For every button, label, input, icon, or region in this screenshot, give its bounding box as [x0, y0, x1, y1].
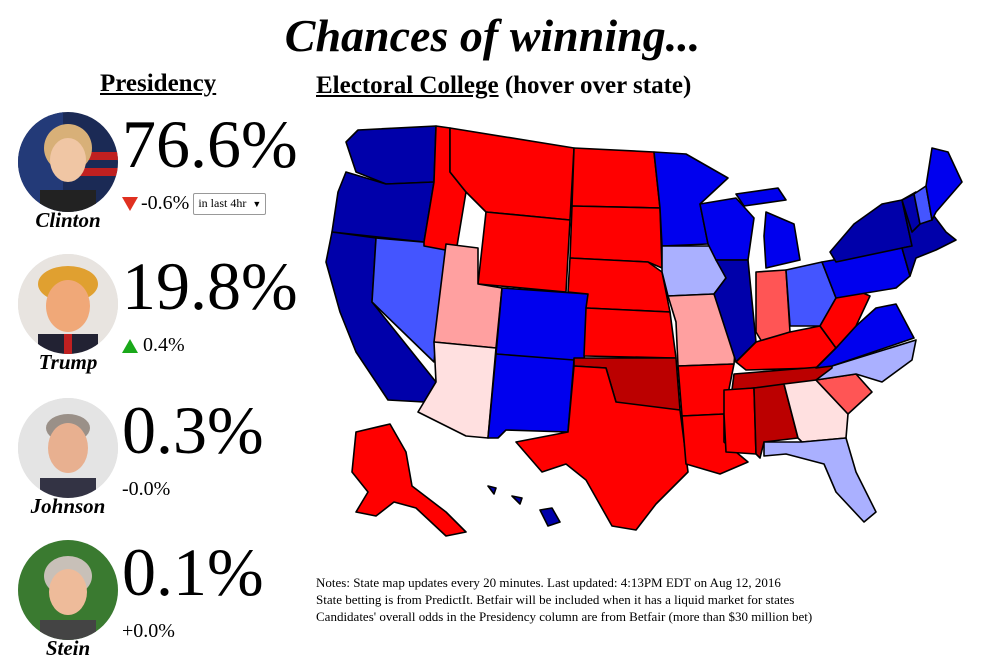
candidate-name: Clinton: [35, 208, 101, 232]
state-mi[interactable]: [735, 187, 801, 269]
state-tx[interactable]: [515, 365, 689, 531]
state-ks[interactable]: [583, 307, 677, 359]
win-percentage: 76.6%: [122, 106, 298, 182]
change-row: -0.0%: [122, 478, 170, 501]
change-value: -0.0%: [122, 478, 171, 500]
candidate-johnson: Johnson 0.3% -0.0%: [18, 392, 318, 528]
period-select[interactable]: in last 4hr ▼: [193, 192, 267, 215]
stein-portrait-icon: [18, 540, 118, 640]
change-value: -0.6%: [141, 192, 190, 214]
state-me[interactable]: [925, 147, 963, 221]
state-nm[interactable]: [487, 353, 575, 439]
change-row: -0.6% in last 4hr ▼: [122, 192, 267, 215]
arrow-up-icon: [122, 338, 138, 353]
arrow-down-icon: [122, 196, 138, 211]
notes-line: Candidates' overall odds in the Presiden…: [316, 609, 813, 624]
notes-line: State betting is from PredictIt. Betfair…: [316, 592, 795, 607]
state-hi[interactable]: [487, 485, 561, 527]
win-percentage: 19.8%: [122, 248, 298, 324]
state-fl[interactable]: [763, 437, 877, 523]
candidate-clinton: Clinton 76.6% -0.6% in last 4hr ▼: [18, 106, 318, 242]
electoral-college-heading: Electoral College (hover over state): [316, 72, 692, 99]
page-title: Chances of winning...: [284, 10, 701, 61]
win-percentage: 0.1%: [122, 534, 264, 610]
state-ak[interactable]: [351, 423, 467, 537]
state-in[interactable]: [755, 269, 791, 343]
candidate-name: Trump: [38, 350, 98, 374]
change-value: +0.0%: [122, 620, 175, 642]
candidate-stein: Stein 0.1% +0.0%: [18, 534, 318, 670]
state-nv[interactable]: [371, 237, 447, 363]
caret-down-icon: ▼: [252, 198, 262, 209]
johnson-portrait-icon: [18, 398, 118, 498]
change-row: +0.0%: [122, 620, 175, 643]
notes-line: Notes: State map updates every 20 minute…: [316, 575, 781, 590]
clinton-portrait-icon: [18, 112, 118, 212]
state-nd[interactable]: [571, 147, 661, 209]
state-mt[interactable]: [449, 127, 575, 221]
us-electoral-map[interactable]: [316, 112, 976, 552]
state-wy[interactable]: [477, 211, 571, 293]
state-co[interactable]: [495, 287, 589, 363]
trump-portrait-icon: [18, 254, 118, 354]
notes: Notes: State map updates every 20 minute…: [316, 574, 812, 625]
candidate-name: Stein: [45, 636, 91, 660]
state-va[interactable]: [815, 303, 915, 369]
candidate-name: Johnson: [30, 494, 106, 518]
change-row: 0.4%: [122, 334, 185, 357]
state-nc[interactable]: [815, 339, 917, 383]
win-percentage: 0.3%: [122, 392, 264, 468]
candidate-trump: Trump 19.8% 0.4%: [18, 248, 318, 384]
state-ms[interactable]: [723, 387, 757, 455]
state-or[interactable]: [331, 171, 435, 243]
change-value: 0.4%: [143, 334, 185, 356]
state-sd[interactable]: [569, 205, 663, 269]
presidency-heading: Presidency: [100, 70, 217, 97]
